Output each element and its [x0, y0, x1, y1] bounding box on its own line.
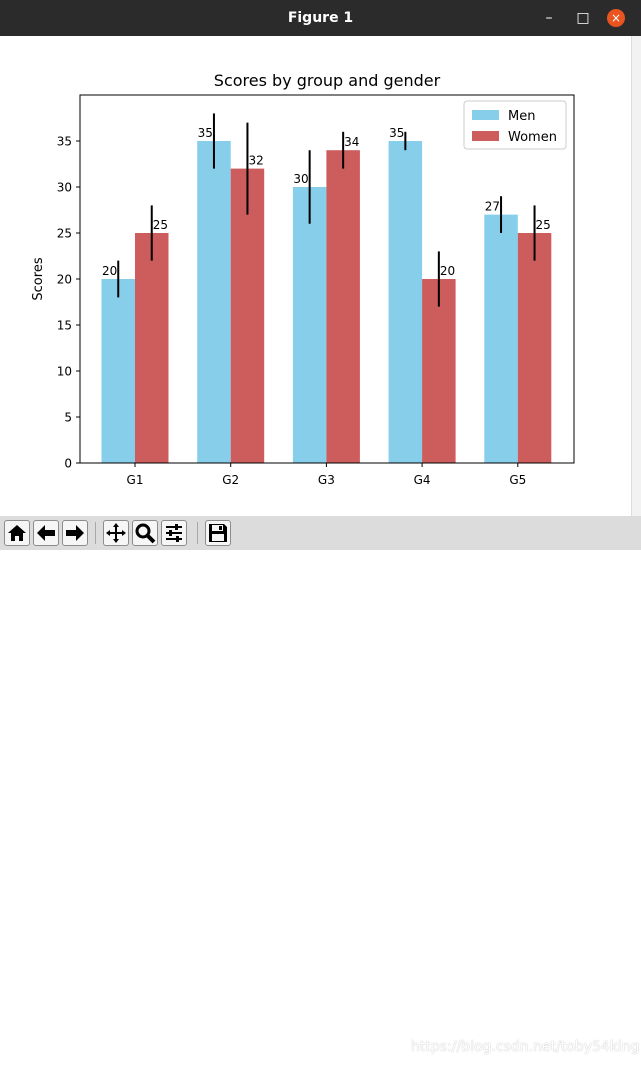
x-tick-label: G3 — [318, 473, 335, 487]
data-label-women-g2: 32 — [248, 154, 263, 168]
bar-women-g3 — [326, 150, 360, 463]
save-button[interactable] — [205, 520, 231, 546]
y-tick-label: 10 — [57, 365, 72, 379]
data-label-women-g3: 34 — [344, 135, 359, 149]
zoom-icon — [135, 523, 156, 544]
y-tick-label: 15 — [57, 319, 72, 333]
chart-title: Scores by group and gender — [214, 71, 441, 90]
home-icon — [8, 525, 26, 541]
data-label-men-g5: 27 — [485, 200, 500, 214]
configure-subplots-icon — [166, 524, 182, 542]
x-tick-label: G2 — [222, 473, 239, 487]
back-button[interactable] — [33, 520, 59, 546]
y-tick-label: 20 — [57, 273, 72, 287]
legend-swatch-men — [472, 110, 499, 120]
forward-arrow-icon — [66, 525, 84, 541]
zoom-button[interactable] — [132, 520, 158, 546]
bar-chart: Scores by group and gender Scores 0 5 10 15 20… — [31, 71, 575, 487]
bar-men-g3 — [292, 187, 327, 463]
bar-women-g1 — [135, 233, 169, 463]
back-arrow-icon — [37, 525, 55, 541]
configure-subplots-button[interactable] — [161, 520, 187, 546]
data-label-men-g3: 30 — [293, 172, 308, 186]
navigation-toolbar: https://blog.csdn.net/toby54king — [0, 516, 641, 1055]
pan-button[interactable] — [103, 520, 129, 546]
bar-women-g5 — [517, 233, 552, 463]
legend-label-men: Men — [508, 109, 535, 124]
toolbar-separator — [95, 522, 96, 544]
legend-label-women: Women — [508, 130, 557, 145]
pan-icon — [106, 523, 126, 543]
window-titlebar: Figure 1 – □ × — [0, 0, 641, 36]
y-tick-label: 30 — [57, 181, 72, 195]
bar-men-g2 — [197, 141, 231, 463]
home-button[interactable] — [4, 520, 30, 546]
forward-button[interactable] — [62, 520, 88, 546]
x-tick-label: G5 — [509, 473, 526, 487]
y-axis-label: Scores — [31, 257, 46, 300]
toolbar-separator — [197, 522, 198, 544]
bar-women-g2 — [230, 168, 265, 463]
data-label-men-g1: 20 — [102, 264, 117, 278]
x-tick-label: G1 — [127, 473, 144, 487]
bar-men-g1 — [101, 279, 135, 463]
x-tick-label: G4 — [414, 473, 431, 487]
y-tick-label: 25 — [57, 227, 72, 241]
y-tick-label: 5 — [64, 411, 72, 425]
legend-swatch-women — [472, 131, 499, 141]
data-label-women-g4: 20 — [440, 264, 455, 278]
watermark-text: https://blog.csdn.net/toby54king — [411, 1039, 640, 1055]
maximize-button[interactable]: □ — [576, 10, 590, 26]
figure-canvas[interactable]: Scores by group and gender Scores 0 5 10 15 20… — [0, 36, 641, 516]
y-tick-label: 35 — [57, 135, 72, 149]
bar-men-g5 — [484, 214, 518, 463]
y-tick-label: 0 — [64, 457, 72, 471]
data-label-men-g2: 35 — [198, 126, 213, 140]
axes-frame — [79, 94, 575, 464]
bar-women-g4 — [422, 279, 456, 463]
window-edge — [631, 36, 641, 516]
close-button[interactable]: × — [607, 9, 625, 27]
bar-men-g4 — [388, 141, 423, 463]
data-label-men-g4: 35 — [389, 126, 404, 140]
minimize-button[interactable]: – — [545, 10, 553, 26]
window-title: Figure 1 — [287, 10, 354, 26]
data-label-women-g5: 25 — [536, 218, 551, 232]
data-label-women-g1: 25 — [153, 218, 168, 232]
save-icon — [209, 524, 227, 542]
